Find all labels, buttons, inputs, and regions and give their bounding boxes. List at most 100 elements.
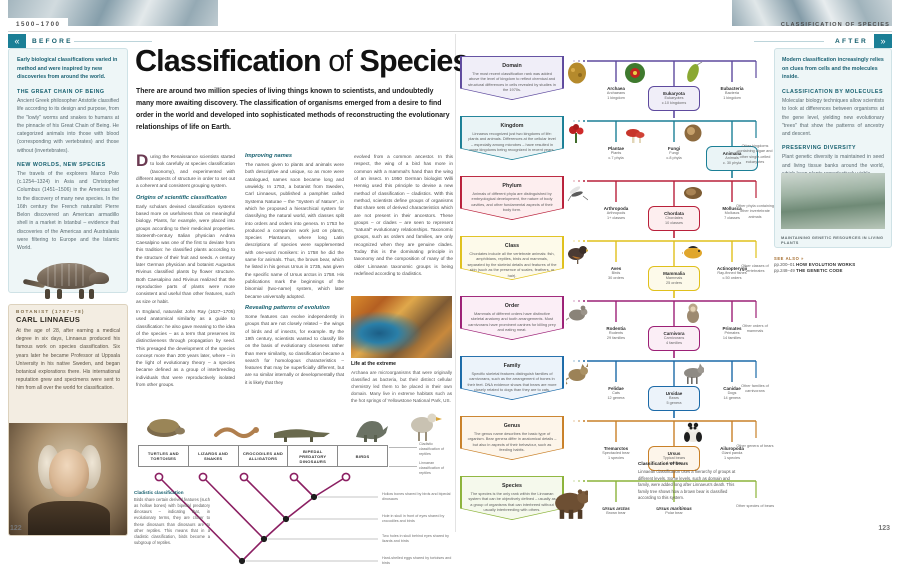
tab-after-label: AFTER xyxy=(835,37,868,45)
taxon-detail: Animals c. 30 phyla xyxy=(722,156,742,165)
hot-spring-photo xyxy=(351,296,452,358)
taxon-node-carnivora[interactable]: Carnivora Carnivorans 4 families xyxy=(648,326,700,351)
taxon-detail: Brown bear xyxy=(606,511,626,515)
taxon-name: Ailuropoda xyxy=(720,446,744,451)
taxon-name: Eubacteria xyxy=(720,86,744,91)
taxon-node-mammalia[interactable]: Mammalia Mammals 25 orders xyxy=(648,266,700,291)
armadillo-leg xyxy=(89,289,94,300)
before-lead: Early biological classifications varied … xyxy=(17,57,118,81)
dot xyxy=(577,120,581,123)
after-panel: Modern classification increasingly relie… xyxy=(774,48,892,248)
dot xyxy=(582,480,586,483)
armadillo-leg xyxy=(79,289,84,300)
taxon-node-chordata[interactable]: Chordata Chordates 10 classes xyxy=(648,206,700,231)
cladogram-group-2: CROCODILES AND ALLIGATORS xyxy=(239,446,289,466)
taxon-node-eukaryota[interactable]: Eukaryota Eukaryotes c.10 kingdoms xyxy=(648,86,700,111)
cladogram-group-4: BIRDS xyxy=(355,453,370,459)
rank-name: Class xyxy=(504,243,520,249)
after-section-heading-1: PRESERVING DIVERSITY xyxy=(782,145,857,152)
other-groups-label-family: Other families of carnivorans xyxy=(741,384,769,394)
taxon-detail: Mammals 25 orders xyxy=(665,276,683,285)
taxon-name: Carnivora xyxy=(663,331,685,337)
rank-banner-phylum: Phylum Animals of different phyla are dis… xyxy=(460,176,564,220)
dot xyxy=(573,120,576,123)
rank-banner-text: Genus The genus name describes the basic … xyxy=(460,416,564,460)
rank-banner-text: Species The species is the only rank with… xyxy=(460,476,564,520)
archaea-cluster-illustration xyxy=(566,62,588,97)
see-also-kicker: SEE ALSO » xyxy=(774,256,804,261)
before-section-heading-1: NEW WORLDS, NEW SPECIES xyxy=(17,161,106,168)
taxon-leaf-aves: Aves Birds 30 orders xyxy=(590,266,642,281)
armadillo-figure: ARMADILLO xyxy=(17,259,119,308)
tab-before[interactable]: « BEFORE xyxy=(8,34,79,48)
left-page: Early biological classifications varied … xyxy=(0,44,469,565)
rank-description: Animals of different phyla are distingui… xyxy=(471,190,553,213)
connector-lines-phylum xyxy=(587,180,757,238)
taxon-detail: Polar bear xyxy=(665,511,683,515)
taxon-name: Aves xyxy=(610,266,622,271)
dot xyxy=(582,360,586,363)
see-also-row[interactable]: pp.200–01 HOW EVOLUTION WORKS xyxy=(774,262,892,267)
bird-illustration xyxy=(566,242,590,277)
armadillo-band xyxy=(47,264,49,287)
section-title-label: CLASSIFICATION OF SPECIES xyxy=(780,21,890,28)
dot xyxy=(573,420,576,423)
cladogram-node-label-0: Hollow bones shared by birds and bipedal… xyxy=(382,492,451,502)
connector-lines-order xyxy=(587,300,757,358)
connector-lines-class xyxy=(587,240,757,298)
rank-name: Species xyxy=(501,483,523,489)
page-gutter xyxy=(455,34,456,532)
armadillo-body xyxy=(37,263,99,290)
taxon-detail: Molluscs 7 classes xyxy=(724,211,740,220)
dot xyxy=(582,60,586,63)
page-number-left: 122 xyxy=(10,525,22,532)
armadillo-head xyxy=(89,272,109,285)
subheading-origins: Origins of scientific classification xyxy=(136,194,227,201)
biography-kicker: BOTANIST (1707–78) xyxy=(16,309,85,314)
before-panel: Early biological classifications varied … xyxy=(8,48,128,308)
see-also-pages-1: pp.248–49 xyxy=(774,268,795,273)
taxon-name: Ursus xyxy=(667,451,681,457)
other-groups-label-order: Other orders of mammals xyxy=(742,324,768,334)
see-also-row[interactable]: pp.248–49 THE GENETIC CODE xyxy=(774,268,892,273)
taxon-leaf-ursus-arctos: Ursus arctos Brown bear xyxy=(590,506,642,516)
taxon-name: Mollusca xyxy=(722,206,742,211)
dot xyxy=(573,480,576,483)
cladogram-node-label-2: Two holes in skull behind eyes shared by… xyxy=(382,534,450,544)
taxon-leaf-actinopterygii: Actinopterygii Ray-finned fishes c.50 orde… xyxy=(706,266,758,281)
dot xyxy=(573,360,576,363)
taxon-detail: Fungi c.8 phyla xyxy=(666,151,682,160)
cladogram-group-0: TURTLES AND TORTOISES xyxy=(139,446,189,466)
taxon-leaf-arthropoda: Arthropoda Arthropods 1+ classes xyxy=(590,206,642,221)
rank-banner-text: Domain The most recent classification ran… xyxy=(460,56,564,100)
cat-illustration xyxy=(564,362,589,397)
row-dots-kingdom xyxy=(573,120,586,123)
tab-after[interactable]: » AFTER xyxy=(829,34,892,48)
paragraph-text: Early scholars devised classification sy… xyxy=(136,203,235,304)
taxon-node-ursus[interactable]: Ursus Typical bears 4 species xyxy=(648,446,700,471)
row-dots-family xyxy=(573,360,586,363)
armadillo-leg xyxy=(45,289,50,300)
row-dots-genus xyxy=(573,420,586,423)
cladogram-animal-illustrations xyxy=(147,413,442,442)
taxon-leaf-mollusca: Mollusca Molluscs 7 classes xyxy=(706,206,758,221)
biography-body: At the age of 28, after earning a medica… xyxy=(16,328,120,392)
dot xyxy=(577,360,581,363)
taxon-node-ursidae[interactable]: Ursidae Bears 5 genera xyxy=(648,386,700,411)
mollusc-illustration xyxy=(682,182,704,217)
chevron-right-icon: » xyxy=(874,34,892,48)
taxon-detail: Eukaryotes c.10 kingdoms xyxy=(661,96,687,105)
body-column-2: evolved from a common ancestor. In this … xyxy=(354,153,453,388)
other-groups-label-phylum: Other phyla containing other invertebrat… xyxy=(736,204,774,219)
taxon-name: Ursidae xyxy=(665,391,683,397)
armadillo-band xyxy=(68,264,70,287)
taxon-name: Ursus arctos xyxy=(602,506,630,511)
chevron-left-icon: « xyxy=(8,34,26,48)
rank-description: Linnaeus recognized just two kingdoms of… xyxy=(468,130,556,153)
taxon-leaf-ailuropoda: Ailuropoda Giant panda 1 species xyxy=(706,446,758,461)
taxon-node-animalia[interactable]: Animalia Animals c. 30 phyla xyxy=(706,146,758,171)
dot xyxy=(573,60,576,63)
page-title-part2: of xyxy=(328,44,353,78)
dot xyxy=(582,120,586,123)
after-section-body-0: Molecular biology techniques allow scien… xyxy=(782,98,884,138)
